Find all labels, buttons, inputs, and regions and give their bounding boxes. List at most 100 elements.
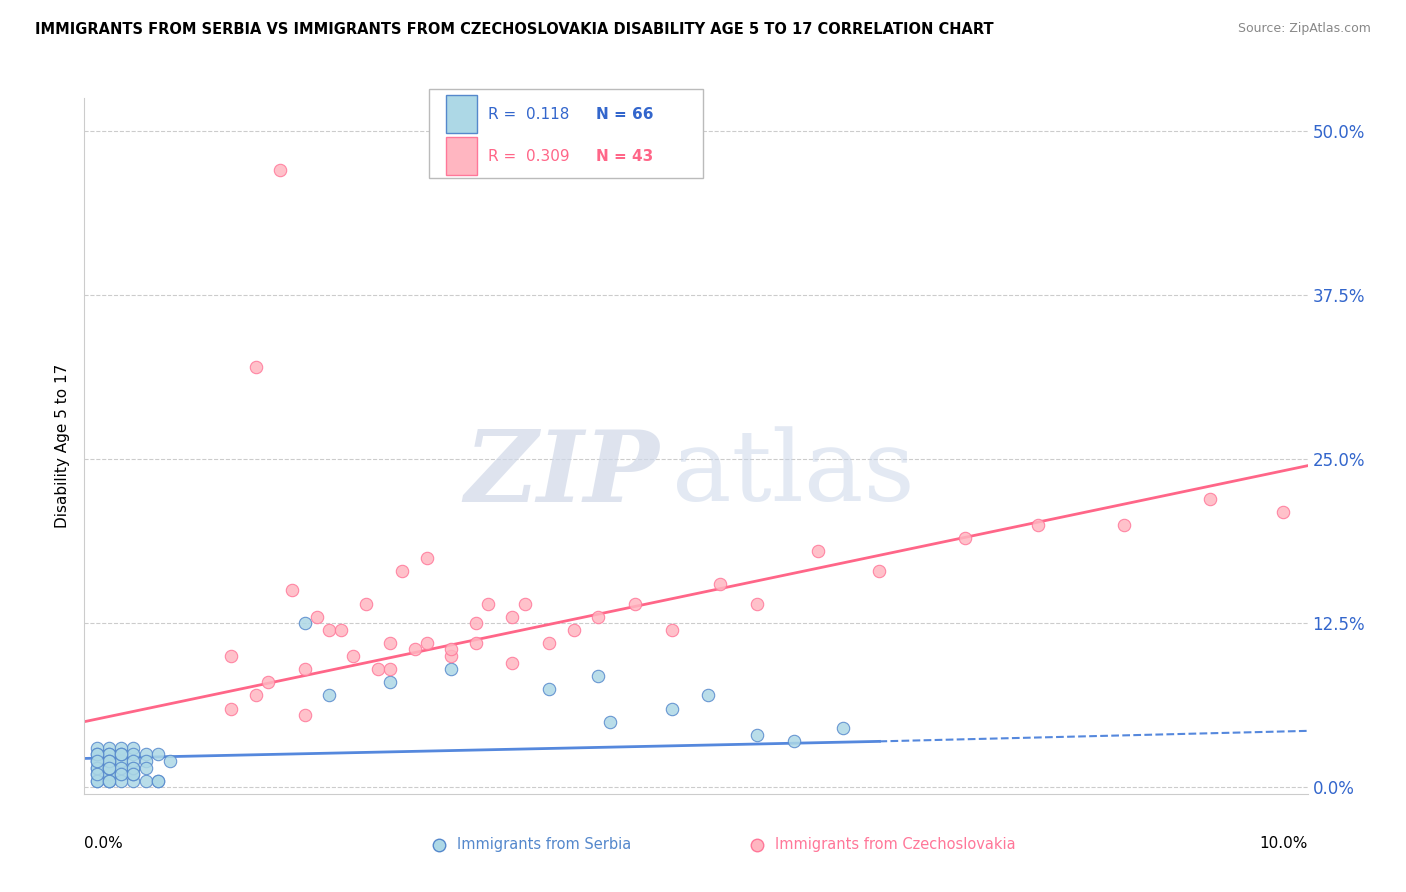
Point <box>97 754 120 768</box>
Point <box>869 564 891 578</box>
Point <box>624 597 647 611</box>
Point <box>97 761 120 775</box>
Point <box>513 597 536 611</box>
Point <box>122 767 145 781</box>
Point <box>783 734 806 748</box>
Point <box>110 767 132 781</box>
Point <box>1272 505 1295 519</box>
Point <box>219 648 242 663</box>
Point <box>97 747 120 762</box>
Point <box>97 767 120 781</box>
Point <box>318 623 340 637</box>
Point <box>110 747 132 762</box>
Point <box>110 767 132 781</box>
Point <box>97 761 120 775</box>
Point <box>269 163 291 178</box>
Text: IMMIGRANTS FROM SERBIA VS IMMIGRANTS FROM CZECHOSLOVAKIA DISABILITY AGE 5 TO 17 : IMMIGRANTS FROM SERBIA VS IMMIGRANTS FRO… <box>35 22 994 37</box>
Point <box>86 740 108 755</box>
Point <box>562 623 585 637</box>
Point <box>97 754 120 768</box>
Point <box>86 747 108 762</box>
Point <box>97 767 120 781</box>
Point <box>86 767 108 781</box>
Point <box>502 609 524 624</box>
Point <box>245 360 267 375</box>
Point <box>831 721 853 735</box>
Point <box>464 616 486 631</box>
Point <box>122 761 145 775</box>
Point <box>354 597 377 611</box>
Point <box>747 728 769 742</box>
Point <box>110 761 132 775</box>
Point <box>440 648 463 663</box>
Point <box>110 754 132 768</box>
Point <box>135 754 157 768</box>
Text: ZIP: ZIP <box>464 425 659 522</box>
Point <box>391 564 413 578</box>
Point <box>110 747 132 762</box>
Point <box>538 681 561 696</box>
Text: N = 66: N = 66 <box>596 107 654 121</box>
Point <box>697 689 720 703</box>
Point <box>86 773 108 788</box>
Point <box>122 761 145 775</box>
Point <box>97 761 120 775</box>
Text: Immigrants from Serbia: Immigrants from Serbia <box>457 838 631 852</box>
Point <box>464 636 486 650</box>
Point <box>1198 491 1220 506</box>
Point <box>380 675 402 690</box>
Point <box>86 767 108 781</box>
Point <box>86 761 108 775</box>
Point <box>586 609 609 624</box>
Point <box>86 761 108 775</box>
Point <box>538 636 561 650</box>
Text: Immigrants from Czechoslovakia: Immigrants from Czechoslovakia <box>776 838 1017 852</box>
Point <box>135 761 157 775</box>
Text: Source: ZipAtlas.com: Source: ZipAtlas.com <box>1237 22 1371 36</box>
Point <box>586 669 609 683</box>
Point <box>416 636 439 650</box>
Point <box>122 740 145 755</box>
Point <box>86 754 108 768</box>
Point <box>330 623 353 637</box>
Point <box>110 761 132 775</box>
Point <box>380 636 402 650</box>
Point <box>97 773 120 788</box>
Point <box>135 747 157 762</box>
Point <box>404 642 426 657</box>
Point <box>97 740 120 755</box>
Text: R =  0.309: R = 0.309 <box>488 149 569 163</box>
Point <box>294 662 316 676</box>
Point <box>110 747 132 762</box>
Point <box>86 754 108 768</box>
Point <box>440 662 463 676</box>
Point <box>159 754 181 768</box>
Point <box>661 623 683 637</box>
Point <box>146 747 169 762</box>
Point <box>110 767 132 781</box>
Point <box>146 773 169 788</box>
Point <box>97 754 120 768</box>
Point <box>502 656 524 670</box>
Point <box>219 701 242 715</box>
Point <box>97 747 120 762</box>
Point <box>86 754 108 768</box>
Point <box>1028 517 1050 532</box>
Point <box>305 609 328 624</box>
Point <box>110 754 132 768</box>
Point <box>807 544 830 558</box>
Point <box>122 754 145 768</box>
Point <box>477 597 499 611</box>
Point <box>281 583 304 598</box>
Point <box>245 689 267 703</box>
Text: N = 43: N = 43 <box>596 149 654 163</box>
Point <box>709 577 731 591</box>
Point <box>416 550 439 565</box>
Point <box>86 747 108 762</box>
Point <box>380 662 402 676</box>
Point <box>1114 517 1136 532</box>
Point <box>97 773 120 788</box>
Point <box>257 675 280 690</box>
Point <box>342 648 364 663</box>
Point <box>86 773 108 788</box>
